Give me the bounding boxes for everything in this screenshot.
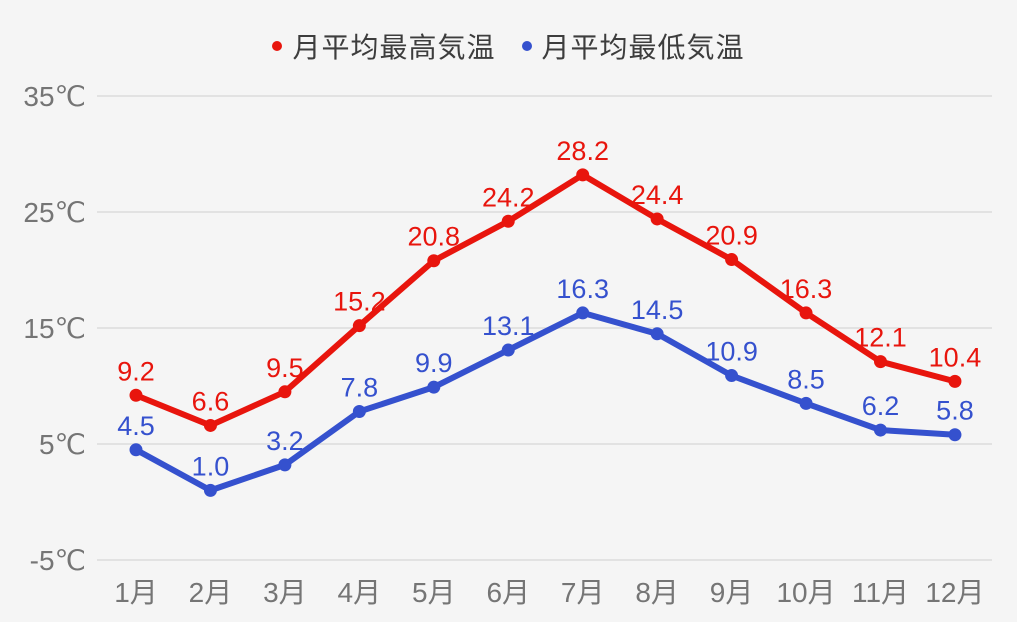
data-point-max-temp (129, 388, 143, 402)
chart-legend: 月平均最高気温 月平均最低気温 (0, 26, 1017, 66)
series-line-max-temp (133, 171, 958, 429)
legend-item-max-temp: 月平均最高気温 (272, 26, 495, 66)
data-label-max-temp: 10.4 (929, 342, 982, 372)
data-point-min-temp (576, 306, 590, 320)
data-label-max-temp: 9.5 (266, 353, 304, 383)
x-axis-tick-label: 6月 (486, 577, 530, 608)
x-axis-tick-label: 2月 (189, 577, 233, 608)
data-point-max-temp (948, 374, 962, 388)
data-point-min-temp (203, 483, 217, 497)
data-label-min-temp: 1.0 (192, 451, 230, 481)
data-label-min-temp: 8.5 (787, 364, 825, 394)
data-label-min-temp: 4.5 (117, 411, 155, 441)
data-point-max-temp (650, 212, 664, 226)
data-label-min-temp: 6.2 (862, 391, 900, 421)
data-point-max-temp (874, 355, 887, 369)
y-axis-tick-label: 15℃ (23, 313, 86, 344)
data-label-min-temp: 5.8 (936, 396, 974, 426)
x-axis-tick-label: 8月 (635, 577, 679, 608)
data-point-max-temp (352, 319, 366, 333)
data-point-max-temp (203, 418, 217, 432)
x-axis-tick-label: 11月 (852, 577, 909, 608)
legend-item-min-temp: 月平均最低気温 (521, 26, 745, 66)
data-point-max-temp (799, 306, 813, 320)
data-point-max-temp (427, 254, 441, 268)
data-label-min-temp: 14.5 (631, 295, 684, 325)
data-point-max-temp (725, 253, 739, 267)
data-label-max-temp: 28.2 (556, 136, 609, 166)
data-point-min-temp (427, 380, 441, 394)
data-point-max-temp (278, 385, 292, 399)
data-label-max-temp: 12.1 (854, 323, 907, 353)
data-label-max-temp: 9.2 (117, 356, 155, 386)
data-label-max-temp: 24.4 (631, 180, 684, 210)
legend-label-min-temp: 月平均最低気温 (541, 32, 745, 63)
data-point-min-temp (129, 443, 143, 457)
x-axis-tick-label: 1月 (114, 577, 158, 608)
data-point-min-temp (948, 428, 962, 442)
data-label-min-temp: 13.1 (482, 311, 535, 341)
data-label-min-temp: 16.3 (556, 274, 609, 304)
data-point-min-temp (874, 423, 887, 437)
y-axis-tick-label: 5℃ (39, 429, 86, 460)
y-axis-tick-label: 25℃ (23, 197, 86, 228)
legend-label-max-temp: 月平均最高気温 (292, 32, 496, 63)
x-axis-tick-label: 9月 (710, 577, 754, 608)
data-label-max-temp: 15.2 (333, 287, 386, 317)
x-axis-tick-label: 10月 (776, 577, 835, 608)
data-label-max-temp: 16.3 (780, 274, 833, 304)
y-axis-tick-label: 35℃ (23, 81, 86, 112)
data-label-min-temp: 10.9 (705, 337, 758, 367)
data-label-min-temp: 9.9 (415, 348, 453, 378)
y-axis-tick-label: -5℃ (30, 545, 86, 576)
x-axis-tick-label: 12月 (925, 577, 984, 608)
data-label-max-temp: 20.9 (705, 221, 758, 251)
data-point-min-temp (352, 405, 366, 419)
x-axis-tick-label: 4月 (338, 577, 382, 608)
data-label-max-temp: 6.6 (192, 386, 230, 416)
data-point-min-temp (278, 458, 292, 472)
data-point-min-temp (501, 343, 515, 357)
data-label-min-temp: 7.8 (341, 373, 379, 403)
series-line-min-temp (133, 309, 958, 494)
x-axis-tick-label: 3月 (263, 577, 307, 608)
data-label-max-temp: 24.2 (482, 182, 535, 212)
data-label-min-temp: 3.2 (266, 426, 304, 456)
data-point-min-temp (650, 327, 664, 341)
legend-marker-max-icon (272, 41, 283, 51)
data-point-min-temp (725, 369, 739, 383)
data-point-max-temp (576, 168, 590, 182)
data-label-max-temp: 20.8 (408, 222, 461, 252)
x-axis-tick-label: 7月 (561, 577, 605, 608)
x-axis-tick-label: 5月 (412, 577, 456, 608)
legend-marker-min-icon (521, 41, 532, 51)
data-point-max-temp (501, 214, 515, 228)
data-point-min-temp (799, 396, 813, 410)
